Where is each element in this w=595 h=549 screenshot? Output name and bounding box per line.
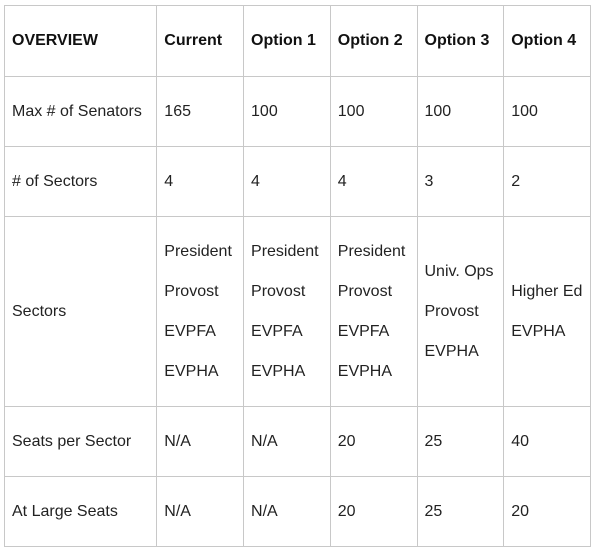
header-option-3: Option 3 (416, 5, 505, 77)
cell-option-3: 25 (416, 406, 505, 477)
cell-option-3: Univ. Ops Provost EVPHA (416, 216, 505, 407)
cell-option-1: 4 (243, 146, 331, 217)
header-option-2: Option 2 (329, 5, 418, 77)
cell-option-2: 100 (329, 76, 418, 147)
cell-option-2: President Provost EVPFA EVPHA (329, 216, 418, 407)
cell-value: 100 (424, 102, 452, 120)
cell-value: N/A (251, 502, 278, 520)
cell-value: EVPFA (337, 322, 390, 340)
table-row: Max # of Senators 165 100 100 100 100 (3, 76, 591, 147)
cell-value: Univ. Ops (424, 262, 494, 280)
cell-value: 20 (511, 502, 530, 520)
cell-option-2: 20 (329, 476, 418, 547)
cell-value: EVPHA (424, 342, 479, 360)
cell-value: N/A (164, 502, 191, 520)
cell-value: EVPHA (251, 362, 306, 380)
cell-current: President Provost EVPFA EVPHA (156, 216, 245, 407)
cell-value: 25 (424, 432, 443, 450)
cell-value: 2 (511, 172, 521, 190)
cell-value: 25 (424, 502, 443, 520)
cell-value: EVPFA (251, 322, 303, 340)
cell-option-3: 3 (416, 146, 505, 217)
cell-option-1: N/A (243, 406, 331, 477)
overview-table: OVERVIEW Current Option 1 Option 2 Optio… (3, 5, 591, 547)
cell-option-2: 20 (329, 406, 418, 477)
cell-value: EVPFA (164, 322, 216, 340)
cell-value: N/A (251, 432, 278, 450)
row-label: Seats per Sector (3, 406, 158, 477)
cell-value: 4 (337, 172, 347, 190)
cell-value: EVPHA (164, 362, 219, 380)
cell-option-3: 25 (416, 476, 505, 547)
row-label: Sectors (3, 216, 158, 407)
cell-value: 3 (424, 172, 434, 190)
cell-option-4: 100 (503, 76, 591, 147)
table-row: Seats per Sector N/A N/A 20 25 40 (3, 406, 591, 477)
cell-value: 100 (251, 102, 278, 120)
cell-option-1: N/A (243, 476, 331, 547)
header-row: OVERVIEW Current Option 1 Option 2 Optio… (3, 5, 591, 77)
cell-value: 165 (164, 102, 191, 120)
cell-option-4: Higher Ed EVPHA (503, 216, 591, 407)
cell-option-1: 100 (243, 76, 331, 147)
cell-option-2: 4 (329, 146, 418, 217)
row-label: # of Sectors (3, 146, 158, 217)
cell-value: 100 (337, 102, 365, 120)
cell-value: 40 (511, 432, 530, 450)
cell-current: N/A (156, 476, 245, 547)
cell-value: President (251, 242, 319, 260)
cell-current: 165 (156, 76, 245, 147)
row-label: Max # of Senators (3, 76, 158, 147)
cell-value: EVPHA (511, 322, 566, 340)
cell-option-1: President Provost EVPFA EVPHA (243, 216, 331, 407)
header-overview: OVERVIEW (3, 5, 158, 77)
table-row: # of Sectors 4 4 4 3 2 (3, 146, 591, 217)
cell-current: N/A (156, 406, 245, 477)
cell-option-4: 20 (503, 476, 591, 547)
cell-value: 4 (251, 172, 260, 190)
cell-value: 20 (337, 432, 356, 450)
cell-value: Provost (164, 282, 219, 300)
cell-value: N/A (164, 432, 191, 450)
cell-value: President (164, 242, 232, 260)
header-option-1: Option 1 (243, 5, 331, 77)
table-row: Sectors President Provost EVPFA EVPHA Preside… (3, 216, 591, 407)
cell-value: Provost (337, 282, 393, 300)
cell-value: 100 (511, 102, 538, 120)
row-label: At Large Seats (3, 476, 158, 547)
header-option-4: Option 4 (503, 5, 591, 77)
cell-option-4: 2 (503, 146, 591, 217)
cell-value: President (337, 242, 406, 260)
cell-value: Higher Ed (511, 282, 583, 300)
cell-current: 4 (156, 146, 245, 217)
cell-value: 20 (337, 502, 356, 520)
cell-option-4: 40 (503, 406, 591, 477)
cell-value: EVPHA (337, 362, 393, 380)
header-current: Current (156, 5, 245, 77)
cell-value: 4 (164, 172, 174, 190)
cell-value: Provost (251, 282, 306, 300)
cell-option-3: 100 (416, 76, 505, 147)
cell-value: Provost (424, 302, 479, 320)
table-row: At Large Seats N/A N/A 20 25 20 (3, 476, 591, 547)
